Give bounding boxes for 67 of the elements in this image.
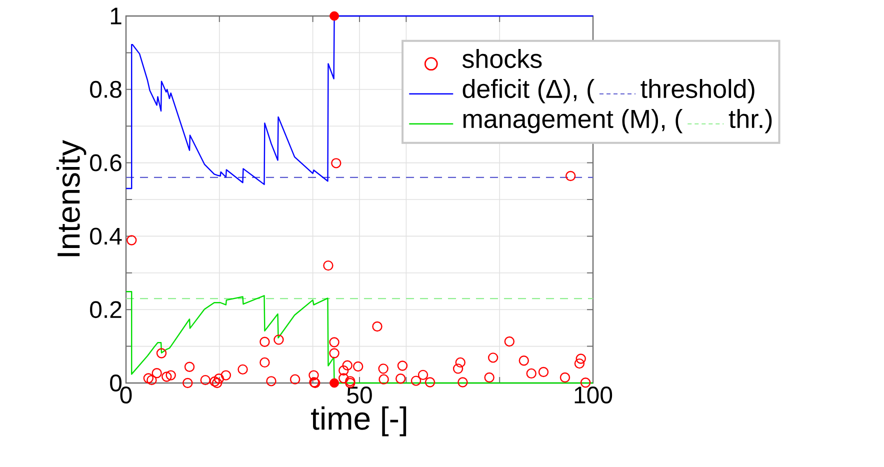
- point: [290, 374, 300, 384]
- point: [331, 158, 342, 168]
- point: [330, 11, 339, 21]
- point: [518, 356, 529, 366]
- point: [378, 374, 389, 384]
- point: [329, 348, 340, 358]
- y-tick-label: 1: [110, 8, 122, 24]
- y-axis-title: Intensity: [56, 140, 86, 256]
- point: [323, 260, 334, 271]
- point: [396, 373, 406, 384]
- point: [238, 364, 248, 375]
- point: [458, 377, 468, 388]
- point: [146, 374, 157, 386]
- point: [210, 376, 220, 387]
- y-tick-label: 0.4: [90, 228, 122, 245]
- point: [397, 360, 408, 371]
- x-axis-title: time [-]: [311, 406, 406, 436]
- legend-label: management (M), (: [463, 109, 683, 134]
- point: [338, 373, 349, 384]
- point: [452, 364, 464, 374]
- point: [484, 372, 494, 383]
- point: [560, 372, 570, 383]
- point: [378, 364, 388, 374]
- point: [538, 366, 549, 378]
- legend-label: deficit (Δ), (: [462, 79, 594, 104]
- legend-label: shocks: [462, 49, 542, 68]
- point: [126, 235, 137, 246]
- y-tick-label: 0.2: [90, 301, 122, 318]
- point: [260, 336, 270, 347]
- x-tick-label: 100: [574, 386, 612, 404]
- point: [156, 348, 167, 358]
- point: [220, 370, 232, 380]
- point: [212, 378, 222, 388]
- point: [274, 334, 284, 345]
- point: [329, 337, 340, 348]
- y-tick-label: 0.6: [90, 154, 122, 172]
- point: [410, 376, 422, 386]
- point: [488, 352, 498, 363]
- point: [342, 360, 352, 370]
- point: [166, 370, 176, 380]
- point: [424, 377, 436, 388]
- legend-label: thr.): [728, 109, 772, 134]
- y-tick-label: 0: [110, 374, 122, 392]
- point: [372, 321, 382, 332]
- point: [330, 378, 339, 388]
- point: [184, 362, 195, 372]
- point: [200, 374, 210, 386]
- point: [260, 357, 270, 368]
- point: [504, 336, 515, 347]
- legend-label: threshold): [640, 79, 754, 104]
- point: [353, 361, 364, 372]
- point: [565, 170, 576, 182]
- point: [152, 368, 162, 378]
- point: [526, 368, 536, 379]
- x-tick-label: 50: [347, 386, 372, 404]
- point: [162, 372, 172, 382]
- point: [455, 357, 466, 368]
- point: [574, 358, 585, 369]
- point: [308, 370, 319, 380]
- point: [214, 373, 224, 384]
- point: [182, 378, 193, 388]
- point: [418, 370, 428, 380]
- point: [143, 373, 154, 384]
- point: [266, 376, 276, 386]
- point: [338, 365, 349, 376]
- y-tick-label: 0.8: [90, 80, 122, 98]
- point: [576, 354, 586, 364]
